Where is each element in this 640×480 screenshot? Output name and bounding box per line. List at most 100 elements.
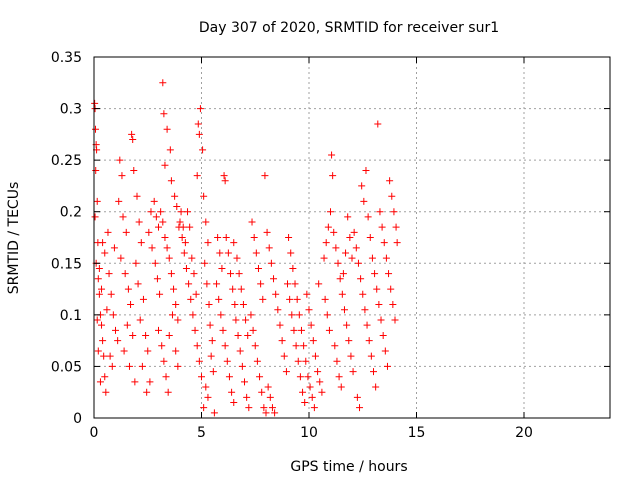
data-point bbox=[186, 223, 194, 231]
data-point bbox=[177, 208, 185, 216]
data-point bbox=[150, 197, 158, 205]
data-point bbox=[139, 295, 147, 303]
data-point bbox=[210, 409, 218, 417]
data-point bbox=[232, 316, 240, 324]
data-point bbox=[236, 347, 244, 355]
data-point bbox=[164, 388, 172, 396]
data-point bbox=[200, 404, 208, 412]
data-point bbox=[387, 285, 395, 293]
data-point bbox=[103, 306, 111, 314]
data-point bbox=[290, 326, 298, 334]
data-point bbox=[144, 347, 152, 355]
data-point bbox=[318, 388, 326, 396]
data-point bbox=[98, 285, 106, 293]
data-point bbox=[392, 223, 400, 231]
data-point bbox=[199, 146, 207, 154]
data-point bbox=[161, 161, 169, 169]
data-point bbox=[249, 326, 257, 334]
data-point bbox=[338, 290, 346, 298]
data-point bbox=[386, 177, 394, 185]
y-tick-label: 0 bbox=[73, 411, 82, 427]
data-point bbox=[100, 352, 108, 360]
data-point bbox=[160, 357, 168, 365]
data-point bbox=[366, 234, 374, 241]
data-point bbox=[291, 280, 299, 288]
data-point bbox=[196, 105, 204, 113]
data-point bbox=[333, 357, 341, 365]
data-point bbox=[173, 203, 181, 211]
data-point bbox=[224, 249, 232, 257]
data-point bbox=[124, 285, 132, 293]
data-point bbox=[354, 259, 362, 267]
data-point bbox=[348, 254, 356, 262]
data-point bbox=[287, 249, 295, 257]
data-point bbox=[258, 388, 266, 396]
data-point bbox=[278, 337, 286, 345]
data-point bbox=[248, 218, 256, 226]
data-point bbox=[155, 326, 162, 334]
data-point bbox=[301, 399, 309, 407]
data-point bbox=[205, 301, 213, 309]
y-tick-label: 0.1 bbox=[60, 308, 82, 324]
data-point bbox=[187, 295, 195, 303]
data-point bbox=[161, 234, 169, 241]
data-point bbox=[191, 326, 199, 334]
data-point bbox=[130, 166, 138, 174]
y-tick-label: 0.05 bbox=[51, 359, 82, 375]
data-point bbox=[353, 393, 361, 401]
data-point bbox=[223, 357, 231, 365]
data-point bbox=[251, 342, 259, 350]
x-tick-label: 15 bbox=[408, 425, 426, 441]
data-point bbox=[374, 120, 382, 128]
data-point bbox=[311, 352, 319, 360]
data-point bbox=[227, 270, 235, 278]
data-point bbox=[109, 311, 117, 319]
data-point bbox=[94, 347, 102, 355]
data-point bbox=[357, 275, 365, 283]
data-point bbox=[288, 311, 296, 319]
data-point bbox=[101, 373, 109, 381]
data-point bbox=[206, 321, 214, 329]
data-point bbox=[135, 218, 143, 226]
data-point bbox=[151, 259, 159, 267]
data-point bbox=[390, 208, 398, 216]
data-point bbox=[285, 234, 293, 241]
data-point bbox=[193, 342, 201, 350]
data-point bbox=[294, 357, 302, 365]
data-point bbox=[165, 254, 173, 262]
data-point bbox=[315, 280, 323, 288]
data-point bbox=[105, 270, 113, 278]
data-point bbox=[367, 352, 375, 360]
data-point bbox=[117, 254, 125, 262]
plot-frame bbox=[93, 56, 611, 419]
data-point bbox=[174, 362, 182, 370]
data-point bbox=[247, 311, 255, 319]
data-point bbox=[181, 239, 189, 247]
data-point bbox=[302, 357, 310, 365]
data-point bbox=[324, 223, 332, 231]
data-point bbox=[286, 295, 294, 303]
data-point bbox=[274, 306, 282, 314]
data-point bbox=[349, 368, 357, 376]
data-point bbox=[284, 280, 291, 288]
data-point bbox=[262, 409, 270, 417]
data-point bbox=[129, 331, 137, 339]
x-tick-label: 10 bbox=[300, 425, 318, 441]
data-point bbox=[132, 259, 140, 267]
data-point bbox=[309, 337, 317, 345]
data-point bbox=[119, 213, 127, 221]
axis-ticks bbox=[93, 56, 610, 419]
data-point bbox=[250, 234, 258, 241]
data-point bbox=[174, 316, 182, 324]
data-point bbox=[360, 197, 368, 205]
data-point bbox=[347, 352, 355, 360]
data-point bbox=[335, 373, 343, 381]
data-point bbox=[160, 110, 168, 118]
data-point bbox=[272, 290, 280, 298]
data-point bbox=[344, 213, 352, 221]
data-point bbox=[93, 316, 101, 324]
data-point bbox=[136, 316, 144, 324]
data-point bbox=[373, 285, 381, 293]
data-point bbox=[343, 321, 351, 329]
data-point bbox=[238, 362, 246, 370]
